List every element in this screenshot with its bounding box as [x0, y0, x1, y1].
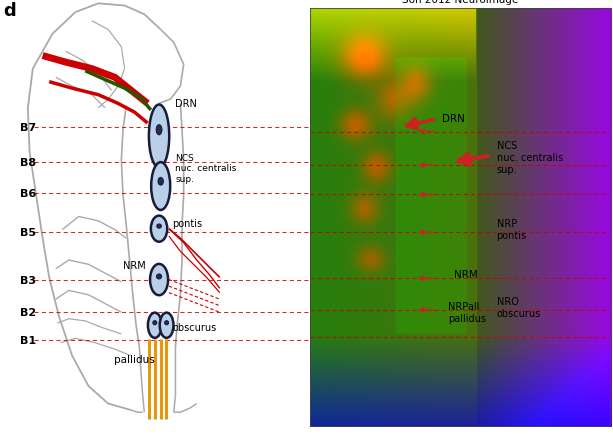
Text: B1: B1	[20, 336, 36, 345]
Text: B5: B5	[20, 227, 36, 237]
Ellipse shape	[165, 321, 169, 325]
Text: NRM: NRM	[123, 261, 146, 270]
Text: B6: B6	[20, 188, 36, 198]
Text: B7: B7	[20, 123, 36, 133]
Text: NRPall
pallidus: NRPall pallidus	[448, 301, 486, 323]
Text: DRN: DRN	[175, 99, 197, 108]
Text: B3: B3	[20, 275, 36, 285]
Ellipse shape	[148, 313, 162, 338]
Ellipse shape	[157, 224, 161, 229]
Text: d: d	[3, 2, 16, 20]
Ellipse shape	[153, 321, 157, 325]
Ellipse shape	[158, 178, 163, 186]
Text: NCS
nuc. centralis
sup.: NCS nuc. centralis sup.	[497, 140, 563, 174]
Text: obscurus: obscurus	[172, 323, 216, 332]
Ellipse shape	[149, 105, 169, 168]
Text: DRN: DRN	[442, 113, 465, 123]
Text: B2: B2	[20, 308, 36, 317]
Ellipse shape	[150, 264, 168, 296]
Ellipse shape	[160, 313, 173, 338]
Text: pallidus: pallidus	[114, 355, 155, 364]
Ellipse shape	[156, 274, 162, 279]
Ellipse shape	[156, 125, 162, 135]
Text: Son 2012 Neuroimage: Son 2012 Neuroimage	[402, 0, 519, 4]
Text: NCS
nuc. centralis
sup.: NCS nuc. centralis sup.	[175, 153, 237, 184]
Text: NRP
pontis: NRP pontis	[497, 219, 527, 241]
Ellipse shape	[151, 163, 170, 210]
Text: pontis: pontis	[172, 219, 202, 228]
Text: NRO
obscurus: NRO obscurus	[497, 296, 541, 318]
Text: B8: B8	[20, 158, 36, 168]
Ellipse shape	[151, 216, 167, 242]
Text: NRM: NRM	[454, 269, 478, 279]
